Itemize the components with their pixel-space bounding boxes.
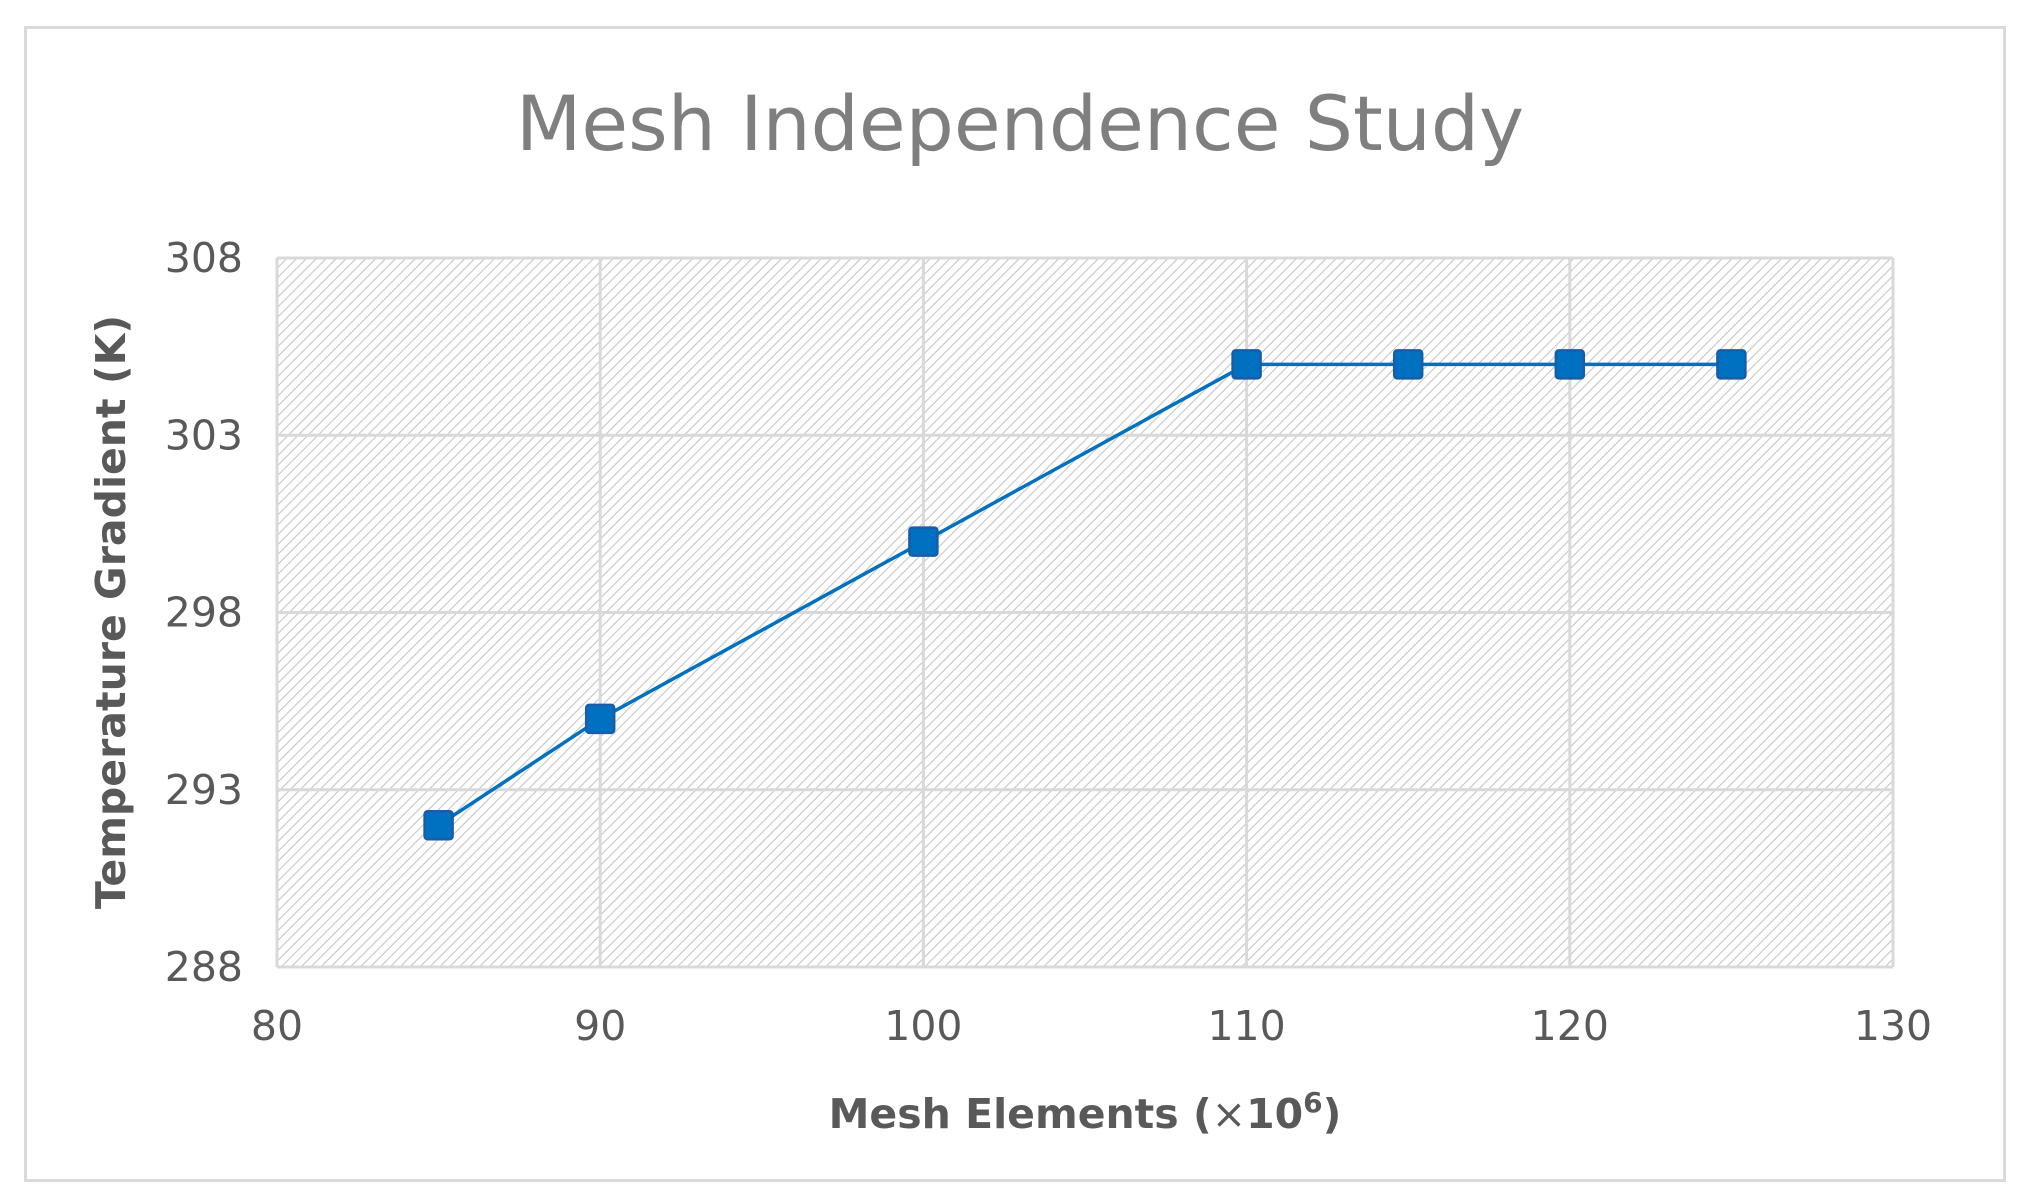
data-point-marker [1231, 349, 1262, 380]
y-tick-label: 298 [165, 589, 243, 637]
data-point-marker [584, 703, 616, 735]
y-tick-label: 288 [165, 943, 243, 991]
y-axis-label: Temperature Gradient (K) [87, 315, 135, 909]
data-point-marker [1716, 349, 1747, 380]
x-tick-label: 100 [884, 1002, 962, 1050]
x-tick-label: 80 [251, 1002, 303, 1050]
x-axis-label-prefix: Mesh Elements ( [829, 1090, 1212, 1138]
x-axis-label-exponent: 6 [1303, 1086, 1322, 1119]
x-tick-label: 110 [1207, 1002, 1285, 1050]
data-markers [423, 349, 1747, 841]
x-axis-label-base: 10 [1246, 1090, 1303, 1138]
data-point-marker [1392, 349, 1424, 380]
data-point-marker [1554, 349, 1586, 380]
x-axis-label: Mesh Elements (×106) [829, 1086, 1342, 1138]
x-axis-label-multiplier: × [1212, 1090, 1246, 1138]
data-point-marker [423, 809, 454, 841]
x-tick-label: 130 [1854, 1002, 1932, 1050]
x-axis-label-suffix: ) [1323, 1090, 1342, 1138]
y-tick-labels: 288 293 298 303 308 [165, 234, 243, 991]
y-tick-label: 308 [165, 234, 243, 282]
y-tick-label: 303 [165, 411, 243, 459]
x-tick-labels: 80 90 100 110 120 130 [251, 1002, 1932, 1050]
data-point-marker [908, 526, 939, 557]
y-tick-label: 293 [165, 766, 243, 814]
chart-title: Mesh Independence Study [516, 79, 1524, 168]
x-tick-label: 120 [1531, 1002, 1609, 1050]
x-tick-label: 90 [574, 1002, 626, 1050]
